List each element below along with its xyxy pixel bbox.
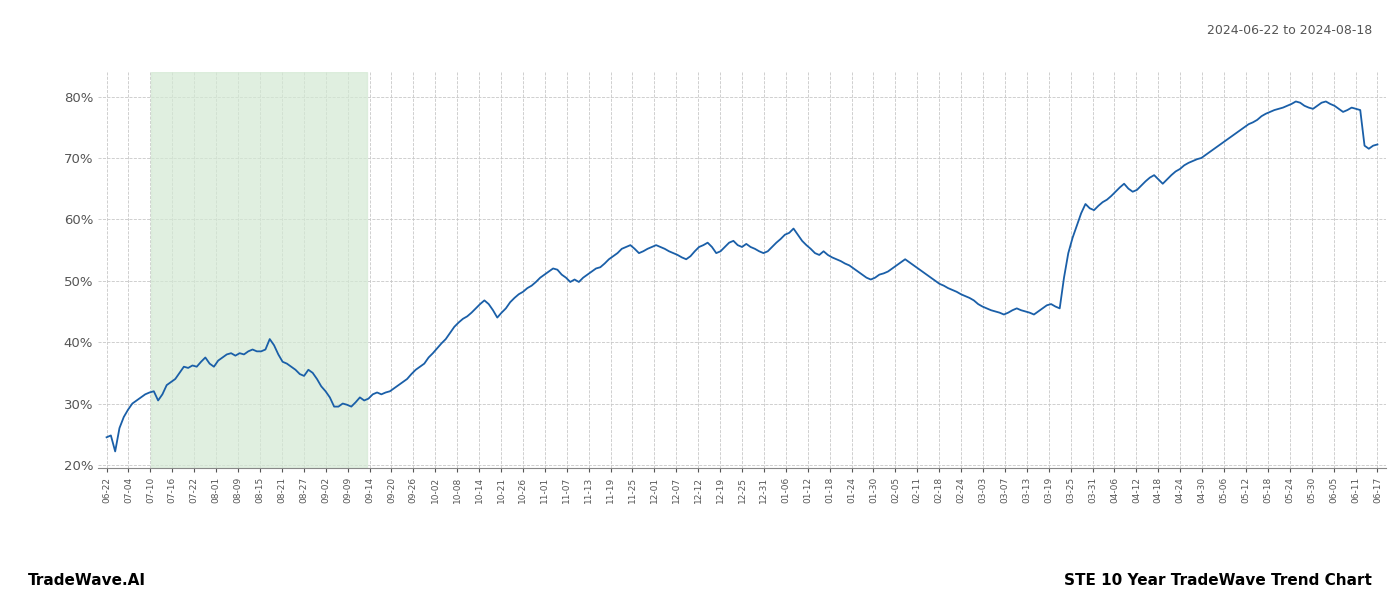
Text: STE 10 Year TradeWave Trend Chart: STE 10 Year TradeWave Trend Chart (1064, 573, 1372, 588)
Bar (151, 72, 367, 468)
Text: TradeWave.AI: TradeWave.AI (28, 573, 146, 588)
Text: 2024-06-22 to 2024-08-18: 2024-06-22 to 2024-08-18 (1207, 24, 1372, 37)
